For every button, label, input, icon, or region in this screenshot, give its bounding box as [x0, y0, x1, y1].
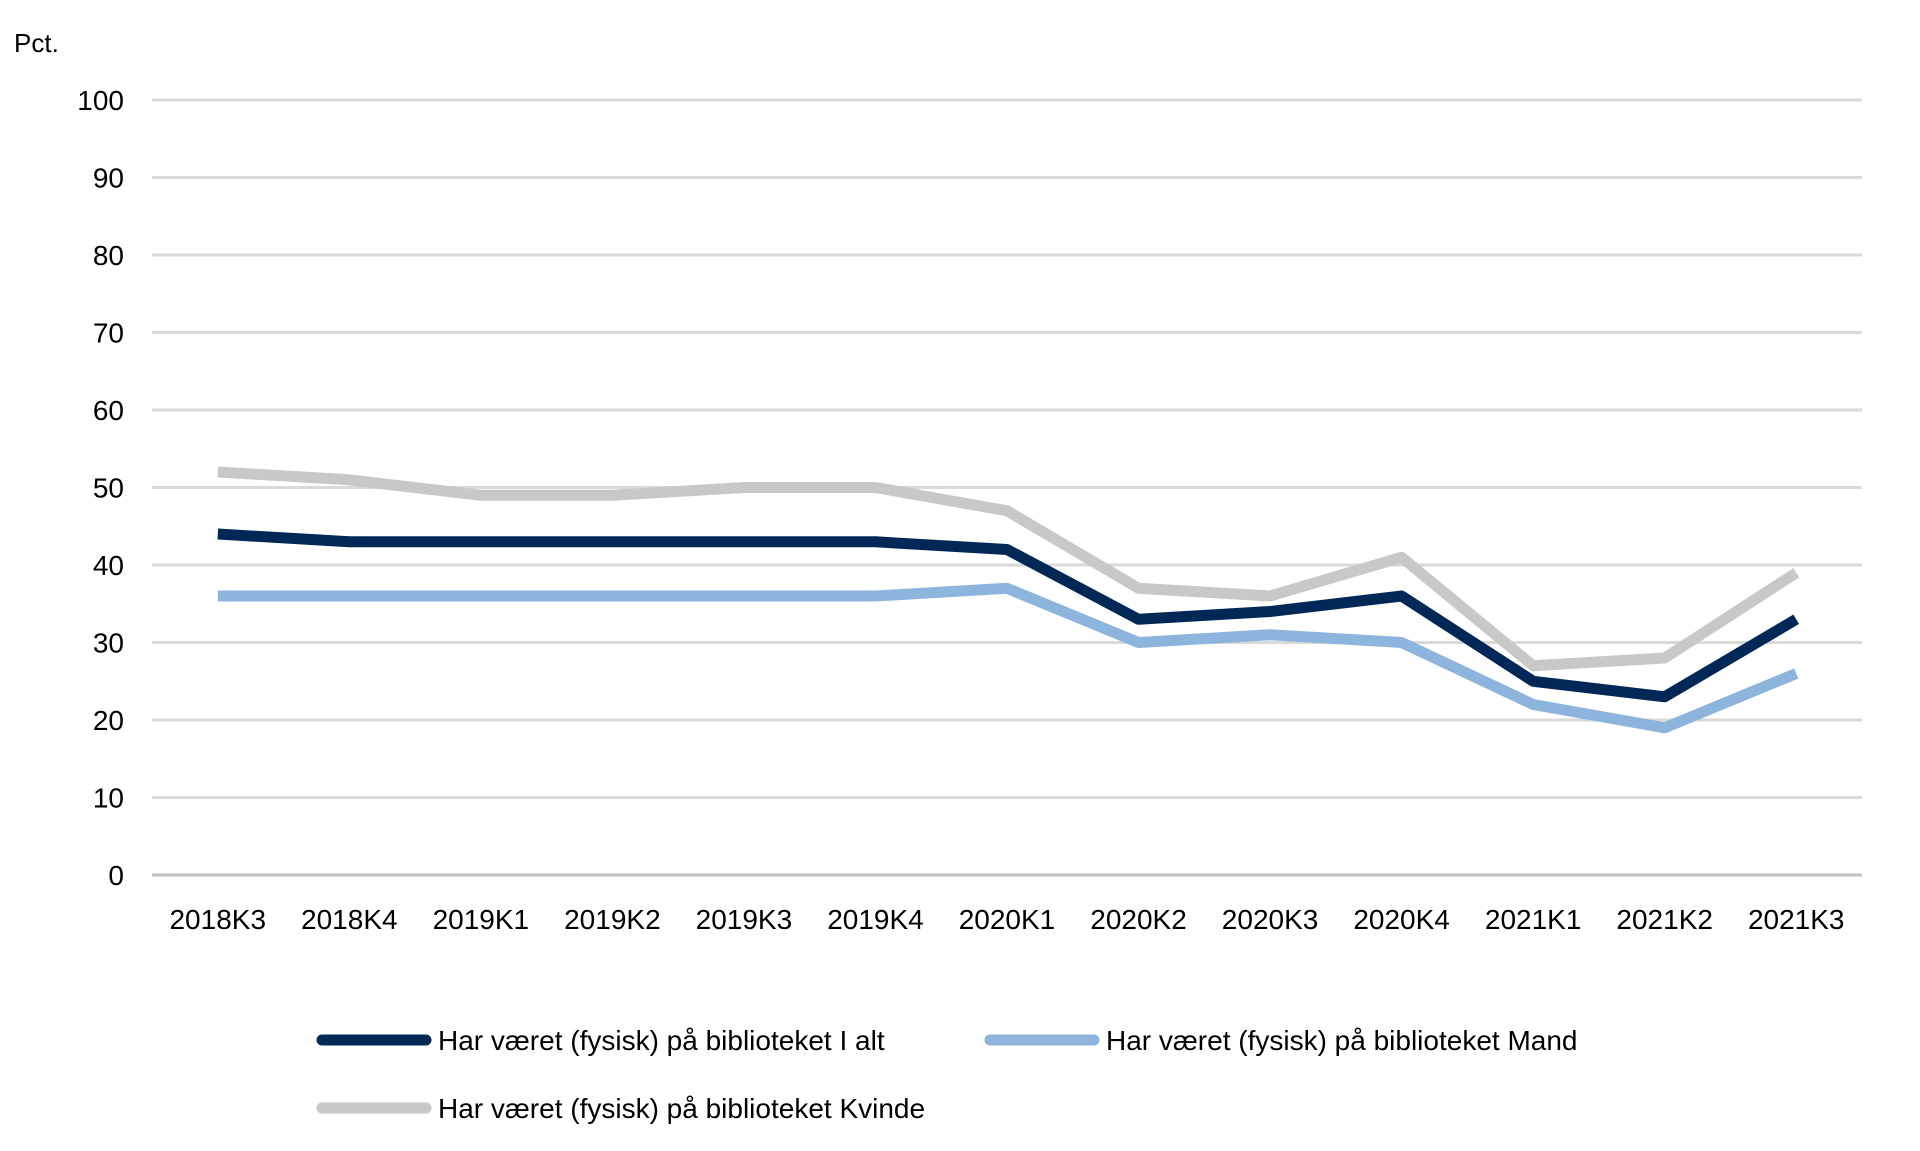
y-tick-label: 30: [93, 628, 124, 659]
y-tick-label: 80: [93, 240, 124, 271]
x-tick-label: 2019K1: [433, 904, 530, 935]
y-tick-label: 50: [93, 473, 124, 504]
gridlines: [152, 98, 1862, 799]
y-tick-label: 100: [77, 85, 124, 116]
legend: Har været (fysisk) på biblioteket I alt H…: [316, 1025, 1578, 1124]
x-tick-label: 2021K3: [1748, 904, 1845, 935]
y-axis-tick-labels: 0 10 20 30 40 50 60 70 80 90 100: [77, 85, 124, 891]
x-tick-label: 2018K4: [301, 904, 398, 935]
legend-label-1: Har været (fysisk) på biblioteket I alt: [438, 1025, 885, 1056]
x-tick-label: 2020K3: [1222, 904, 1319, 935]
y-tick-label: 0: [108, 860, 124, 891]
x-tick-label: 2018K3: [169, 904, 266, 935]
y-tick-label: 10: [93, 783, 124, 814]
series-lines: [217, 466, 1800, 734]
x-tick-label: 2020K2: [1090, 904, 1187, 935]
x-tick-label: 2019K4: [827, 904, 924, 935]
series-line-2: [217, 582, 1799, 734]
x-tick-label: 2021K2: [1616, 904, 1713, 935]
y-axis-unit-label: Pct.: [14, 28, 59, 58]
x-tick-label: 2020K1: [959, 904, 1056, 935]
series-line-3: [217, 466, 1800, 672]
y-tick-label: 70: [93, 318, 124, 349]
x-tick-label: 2020K4: [1353, 904, 1450, 935]
x-tick-label: 2019K3: [696, 904, 793, 935]
y-tick-label: 90: [93, 163, 124, 194]
x-axis-tick-labels: 2018K3 2018K4 2019K1 2019K2 2019K3 2019K4 2020…: [169, 904, 1844, 935]
y-tick-label: 40: [93, 550, 124, 581]
y-tick-label: 20: [93, 705, 124, 736]
x-tick-label: 2019K2: [564, 904, 661, 935]
y-tick-label: 60: [93, 395, 124, 426]
x-tick-label: 2021K1: [1485, 904, 1582, 935]
series-line-1: [217, 528, 1799, 703]
legend-label-3: Har været (fysisk) på biblioteket Kvinde: [438, 1093, 925, 1124]
legend-label-2: Har været (fysisk) på biblioteket Mand: [1106, 1025, 1578, 1056]
